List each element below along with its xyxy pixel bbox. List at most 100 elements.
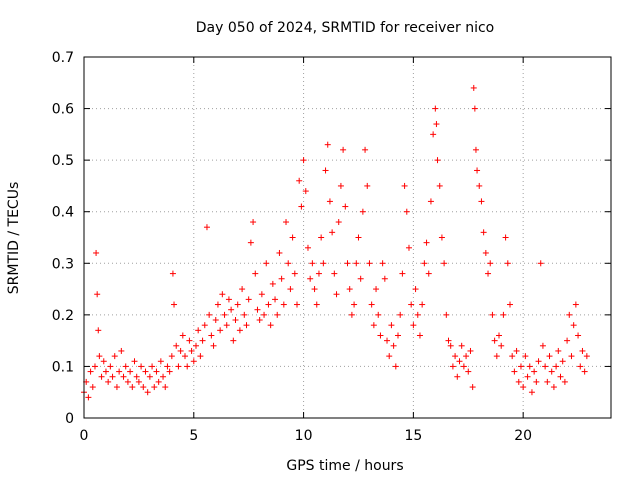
data-point: [504, 260, 511, 267]
data-point: [506, 301, 513, 308]
data-point: [192, 342, 199, 349]
data-point: [157, 358, 164, 365]
data-point: [531, 368, 538, 375]
data-point: [118, 347, 125, 354]
data-point: [568, 353, 575, 360]
data-point: [201, 322, 208, 329]
data-point: [478, 198, 485, 205]
data-point: [533, 378, 540, 385]
data-point: [315, 270, 322, 277]
data-point: [309, 260, 316, 267]
x-axis-label: GPS time / hours: [286, 458, 403, 474]
data-point: [333, 291, 340, 298]
data-point: [342, 203, 349, 210]
data-point: [307, 275, 314, 282]
data-point: [291, 270, 298, 277]
data-point: [283, 219, 290, 226]
plot-frame: [83, 56, 612, 419]
data-point: [467, 347, 474, 354]
data-point: [280, 301, 287, 308]
data-point: [460, 363, 467, 370]
data-point: [221, 311, 228, 318]
data-point: [476, 182, 483, 189]
y-axis-label: SRMTID / TECUs: [6, 182, 22, 295]
data-point: [546, 353, 553, 360]
data-point: [557, 373, 564, 380]
data-point: [195, 327, 202, 334]
data-point: [324, 141, 331, 148]
data-point: [377, 332, 384, 339]
data-point: [335, 219, 342, 226]
data-point: [337, 182, 344, 189]
axis-tick-labels: 0 0.1 0.2 0.3 0.4 0.5 0.6 0.7 0 5 10 15 20: [52, 50, 532, 444]
x-tick-label: 15: [404, 428, 422, 444]
y-tick-label: 0: [65, 411, 74, 427]
data-point: [433, 121, 440, 128]
data-point: [122, 363, 129, 370]
data-point: [331, 270, 338, 277]
data-point: [105, 378, 112, 385]
data-point: [579, 347, 586, 354]
data-point: [241, 311, 248, 318]
data-point: [184, 363, 191, 370]
y-tick-label: 0.5: [52, 153, 74, 169]
data-point: [544, 378, 551, 385]
data-point: [564, 337, 571, 344]
data-point: [168, 353, 175, 360]
data-point: [539, 342, 546, 349]
data-point: [276, 249, 283, 256]
data-point: [456, 358, 463, 365]
data-point: [272, 296, 279, 303]
data-point: [89, 384, 96, 391]
data-point: [85, 394, 92, 401]
data-point: [441, 260, 448, 267]
data-point: [572, 301, 579, 308]
data-point: [353, 260, 360, 267]
data-point: [228, 306, 235, 313]
data-point: [160, 373, 167, 380]
data-point: [454, 373, 461, 380]
data-point: [452, 353, 459, 360]
data-point: [438, 234, 445, 241]
data-point: [344, 260, 351, 267]
data-point: [449, 363, 456, 370]
data-point: [405, 244, 412, 251]
data-point: [100, 358, 107, 365]
data-point: [217, 327, 224, 334]
data-point: [274, 311, 281, 318]
data-point: [138, 363, 145, 370]
data-point: [472, 146, 479, 153]
data-point: [296, 177, 303, 184]
data-point: [340, 146, 347, 153]
data-point: [388, 322, 395, 329]
data-point: [93, 249, 100, 256]
data-point: [575, 332, 582, 339]
data-point: [265, 301, 272, 308]
data-point: [526, 363, 533, 370]
data-point: [250, 219, 257, 226]
data-point: [401, 182, 408, 189]
data-point: [346, 286, 353, 293]
data-point: [164, 363, 171, 370]
data-point: [511, 368, 518, 375]
data-point: [94, 291, 101, 298]
data-point: [111, 353, 118, 360]
data-point: [263, 260, 270, 267]
data-point: [351, 301, 358, 308]
data-point: [210, 342, 217, 349]
data-point: [482, 249, 489, 256]
data-point: [362, 146, 369, 153]
data-point: [359, 208, 366, 215]
data-point: [487, 260, 494, 267]
data-point: [373, 286, 380, 293]
data-point: [131, 358, 138, 365]
data-point: [395, 332, 402, 339]
data-point: [447, 342, 454, 349]
data-point: [348, 311, 355, 318]
data-point: [577, 363, 584, 370]
data-point: [113, 384, 120, 391]
data-point: [293, 301, 300, 308]
data-point: [384, 337, 391, 344]
data-point: [528, 389, 535, 396]
data-point: [430, 131, 437, 138]
